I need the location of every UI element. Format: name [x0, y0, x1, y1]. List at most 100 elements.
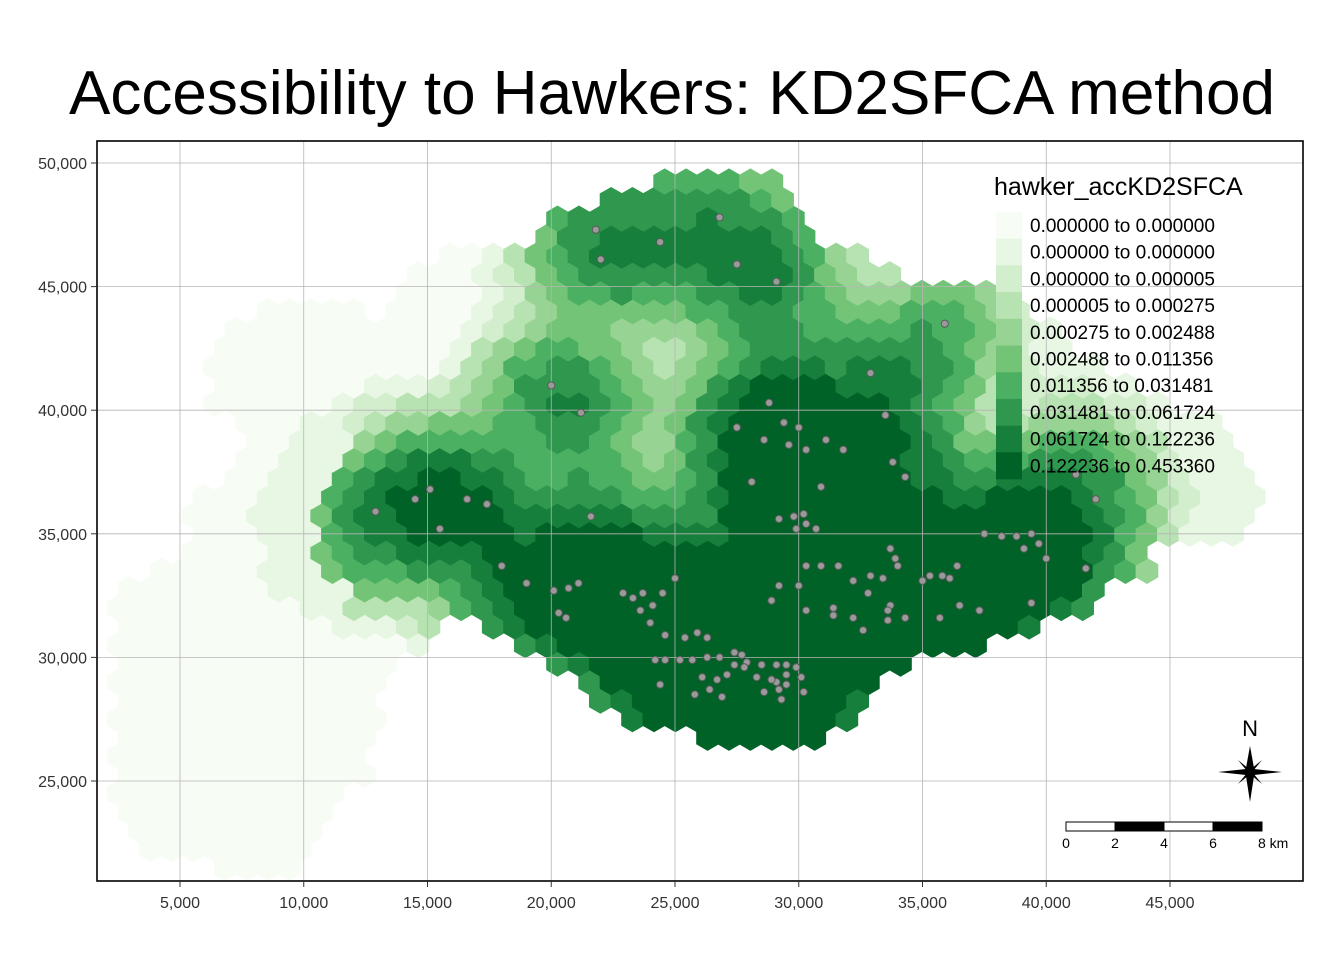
- hawker-point: [945, 574, 954, 583]
- scale-label-0: 0: [1062, 835, 1070, 851]
- hex-cell: [1135, 446, 1159, 473]
- hex-cell: [1017, 428, 1041, 455]
- hex-cell: [621, 669, 644, 696]
- hex-cell: [889, 316, 912, 343]
- hex-cell: [181, 687, 205, 714]
- hex-cell: [449, 446, 473, 473]
- hawker-point: [767, 675, 776, 684]
- hex-cell: [1049, 409, 1073, 436]
- hex-cell: [160, 798, 184, 825]
- hex-cell: [374, 539, 398, 566]
- hex-cell: [739, 687, 762, 714]
- hex-cell: [396, 465, 419, 492]
- hex-cell: [974, 539, 998, 566]
- hex-cell: [256, 372, 280, 399]
- hex-cell: [224, 798, 248, 825]
- hex-cell: [428, 298, 451, 325]
- hex-cell: [803, 242, 827, 269]
- hex-cell: [599, 298, 623, 325]
- hex-cell: [599, 557, 623, 584]
- hex-cell: [556, 298, 580, 325]
- hex-cell: [749, 298, 773, 325]
- hex-cell: [471, 446, 494, 473]
- hex-cell: [1071, 372, 1094, 399]
- hex-cell: [342, 557, 366, 584]
- hex-cell: [278, 780, 301, 807]
- hex-cell: [256, 780, 280, 807]
- hex-cell: [1049, 557, 1073, 584]
- hex-cell: [1060, 576, 1084, 603]
- hex-cell: [814, 669, 837, 696]
- hex-cell: [235, 743, 259, 770]
- hex-cell: [385, 372, 409, 399]
- hex-cell: [1092, 557, 1116, 584]
- hex-cell: [160, 613, 184, 640]
- hex-cell: [599, 261, 623, 288]
- hex-cell: [310, 798, 334, 825]
- hex-cell: [664, 298, 687, 325]
- hex-cell: [1114, 557, 1137, 584]
- hex-cell: [181, 724, 205, 751]
- hex-cell: [213, 817, 237, 844]
- hex-cell: [535, 298, 559, 325]
- hex-cell: [953, 502, 977, 529]
- hex-cell: [599, 409, 623, 436]
- hex-cell: [878, 335, 902, 362]
- hex-cell: [1049, 446, 1073, 473]
- hex-cell: [771, 557, 794, 584]
- hex-cell: [739, 502, 762, 529]
- hex-cell: [899, 298, 923, 325]
- hex-cell: [149, 669, 173, 696]
- hawker-point: [658, 589, 667, 598]
- hex-cell: [289, 502, 312, 529]
- hex-cell: [749, 409, 773, 436]
- hex-cell: [899, 409, 923, 436]
- hawker-point: [799, 687, 808, 697]
- hex-cell: [396, 316, 419, 343]
- hex-cell: [717, 205, 741, 232]
- hex-cell: [1114, 483, 1137, 510]
- hawker-point: [1027, 529, 1036, 538]
- hex-cell: [160, 835, 184, 863]
- hex-cell: [760, 465, 784, 492]
- hex-cell: [1082, 353, 1105, 381]
- hawker-point: [698, 673, 707, 682]
- hex-cell: [717, 465, 741, 492]
- hex-cell: [985, 483, 1009, 510]
- hex-cell: [857, 483, 880, 510]
- hex-cell: [267, 687, 291, 714]
- hawker-point: [732, 423, 741, 432]
- hex-cell: [1199, 483, 1223, 510]
- hawker-point: [816, 561, 826, 571]
- hawker-point: [888, 458, 897, 467]
- hex-cell: [460, 539, 484, 566]
- hex-cell: [599, 446, 623, 473]
- hex-cell: [310, 539, 334, 566]
- hawker-point: [901, 472, 910, 482]
- hex-cell: [674, 168, 698, 195]
- hex-cell: [171, 669, 194, 696]
- legend-label: 0.000005 to 0.000275: [1030, 296, 1215, 317]
- hex-cell: [235, 631, 259, 659]
- hex-cell: [631, 353, 655, 381]
- hex-cell: [942, 298, 966, 325]
- hex-cell: [653, 576, 677, 603]
- hex-cell: [460, 428, 484, 455]
- hex-cell: [728, 187, 752, 214]
- hex-cell: [1092, 446, 1116, 473]
- hex-cell: [1082, 502, 1105, 529]
- hex-cell: [674, 205, 698, 232]
- hex-cell: [535, 631, 559, 659]
- hex-cell: [857, 631, 880, 659]
- hex-cell: [749, 594, 773, 622]
- hex-cell: [1114, 409, 1137, 436]
- legend-label: 0.011356 to 0.031481: [1030, 376, 1214, 397]
- hex-cell: [149, 631, 173, 659]
- hex-cell: [899, 557, 923, 584]
- hex-cell: [267, 539, 291, 566]
- hex-cell: [1242, 483, 1266, 510]
- legend-swatch: [996, 265, 1022, 293]
- hawker-point: [1027, 598, 1036, 608]
- hex-cell: [631, 687, 655, 714]
- legend-swatch: [996, 398, 1022, 426]
